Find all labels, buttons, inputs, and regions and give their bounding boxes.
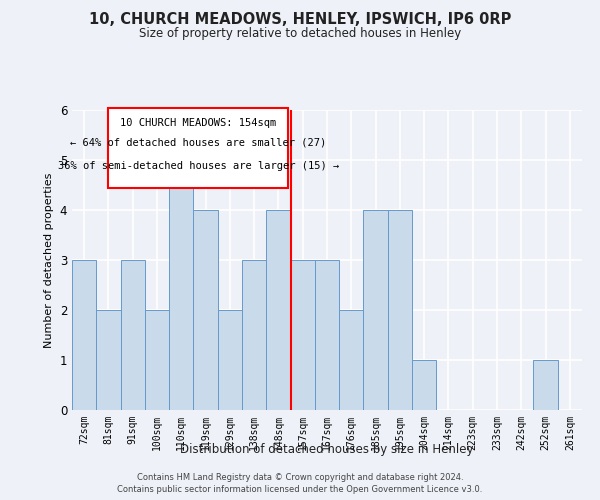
Bar <box>266 210 290 410</box>
Bar <box>290 260 315 410</box>
Bar <box>533 360 558 410</box>
Bar <box>364 210 388 410</box>
Text: 10 CHURCH MEADOWS: 154sqm: 10 CHURCH MEADOWS: 154sqm <box>120 118 277 128</box>
Bar <box>218 310 242 410</box>
Bar <box>339 310 364 410</box>
Text: 36% of semi-detached houses are larger (15) →: 36% of semi-detached houses are larger (… <box>58 161 339 171</box>
Text: Size of property relative to detached houses in Henley: Size of property relative to detached ho… <box>139 28 461 40</box>
Text: ← 64% of detached houses are smaller (27): ← 64% of detached houses are smaller (27… <box>70 138 326 147</box>
Y-axis label: Number of detached properties: Number of detached properties <box>44 172 54 348</box>
Bar <box>121 260 145 410</box>
Bar <box>72 260 96 410</box>
Bar <box>169 160 193 410</box>
Text: Contains HM Land Registry data © Crown copyright and database right 2024.: Contains HM Land Registry data © Crown c… <box>137 472 463 482</box>
Bar <box>242 260 266 410</box>
Bar <box>412 360 436 410</box>
Bar <box>315 260 339 410</box>
Text: Distribution of detached houses by size in Henley: Distribution of detached houses by size … <box>180 442 474 456</box>
Text: Contains public sector information licensed under the Open Government Licence v3: Contains public sector information licen… <box>118 485 482 494</box>
FancyBboxPatch shape <box>109 108 288 188</box>
Bar <box>388 210 412 410</box>
Text: 10, CHURCH MEADOWS, HENLEY, IPSWICH, IP6 0RP: 10, CHURCH MEADOWS, HENLEY, IPSWICH, IP6… <box>89 12 511 28</box>
Bar <box>96 310 121 410</box>
Bar <box>193 210 218 410</box>
Bar <box>145 310 169 410</box>
